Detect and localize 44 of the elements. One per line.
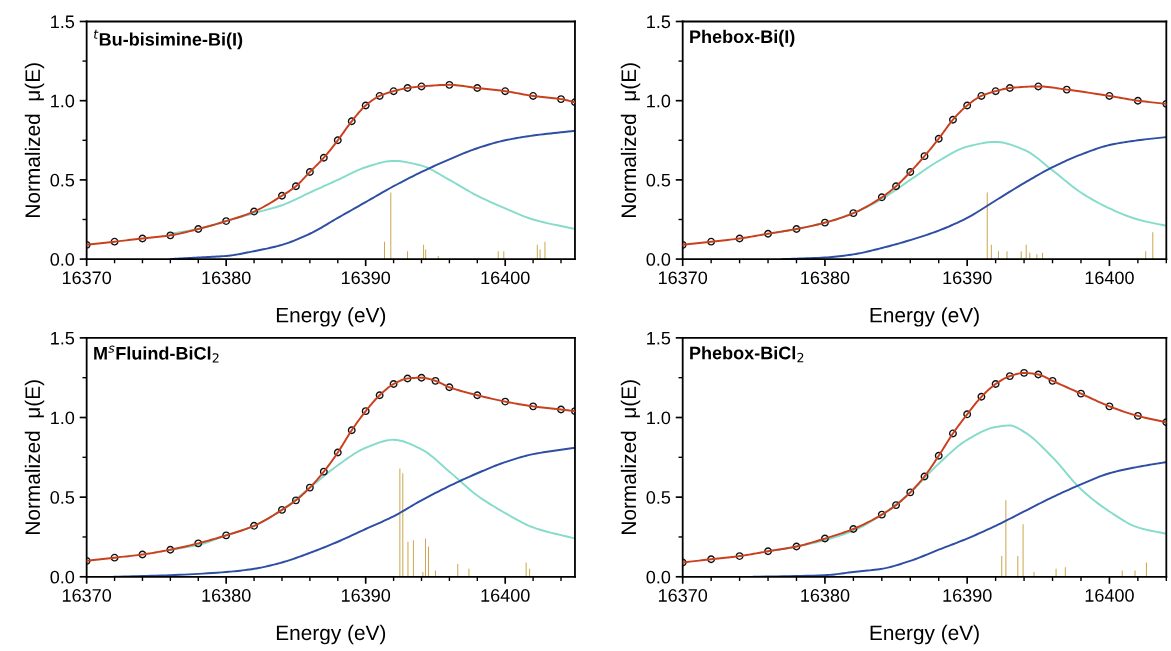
x-tick-label: 16370 xyxy=(62,271,112,285)
y-tick-label: 0.5 xyxy=(50,173,75,187)
y-tick-label: 0.0 xyxy=(646,253,671,266)
x-tick-label: 16380 xyxy=(801,589,850,602)
x-tick-label: 16390 xyxy=(943,589,992,602)
text: $^{t}$Bu-bisimine-Bi(I) xyxy=(93,29,243,50)
x-tick-label: 16390 xyxy=(943,271,992,285)
x-tick-label: 16390 xyxy=(341,589,391,602)
y-tick-label: 0.5 xyxy=(646,491,671,504)
y-tick-label: 1.0 xyxy=(51,411,75,425)
x-tick-label: 16380 xyxy=(801,271,850,285)
y-tick-label: 1.5 xyxy=(647,331,671,345)
x-tick-label: 16370 xyxy=(658,271,708,285)
x-tick-label: 16400 xyxy=(481,271,530,285)
x-tick-label: 16370 xyxy=(658,589,708,602)
y-tick-label: 0.0 xyxy=(50,253,75,266)
y-tick-label: 1.0 xyxy=(51,94,75,108)
x-axis-title: Energy (eV) xyxy=(276,307,386,327)
y-tick-label: 0.5 xyxy=(646,173,671,187)
x-tick-label: 16370 xyxy=(62,589,112,602)
x-tick-label: 16390 xyxy=(341,271,391,285)
x-tick-label: 16400 xyxy=(481,589,530,602)
y-tick-label: 1.5 xyxy=(51,15,75,29)
y-tick-label: 1.0 xyxy=(647,94,671,108)
x-tick-label: 16400 xyxy=(1085,271,1134,285)
y-tick-label: 0.5 xyxy=(50,491,75,504)
y-tick-label: 0.0 xyxy=(50,570,75,584)
chart-title: Phebox-BiCl$_{2}$ xyxy=(690,346,804,363)
x-axis-title: Energy (eV) xyxy=(870,307,979,327)
chart-title: M$^{s}$Fluind-BiCl$_{2}$ xyxy=(94,345,219,363)
y-axis-title: Normalized μ(E) xyxy=(620,63,641,217)
chart-title: Phebox-Bi(I) xyxy=(690,29,795,47)
y-tick-label: 1.5 xyxy=(647,15,671,29)
x-tick-label: 16400 xyxy=(1085,589,1134,602)
y-tick-label: 1.0 xyxy=(647,411,671,425)
y-axis-title: Normalized μ(E) xyxy=(620,380,641,534)
y-tick-label: 0.0 xyxy=(646,570,671,584)
y-axis-title: Normalized μ(E) xyxy=(24,380,45,534)
x-axis-title: Energy (eV) xyxy=(870,624,979,645)
x-tick-label: 16380 xyxy=(202,589,251,602)
x-axis-title: Energy (eV) xyxy=(276,624,386,645)
y-axis-title: Normalized μ(E) xyxy=(24,63,45,217)
y-tick-label: 1.5 xyxy=(51,331,75,345)
x-tick-label: 16380 xyxy=(202,271,251,285)
